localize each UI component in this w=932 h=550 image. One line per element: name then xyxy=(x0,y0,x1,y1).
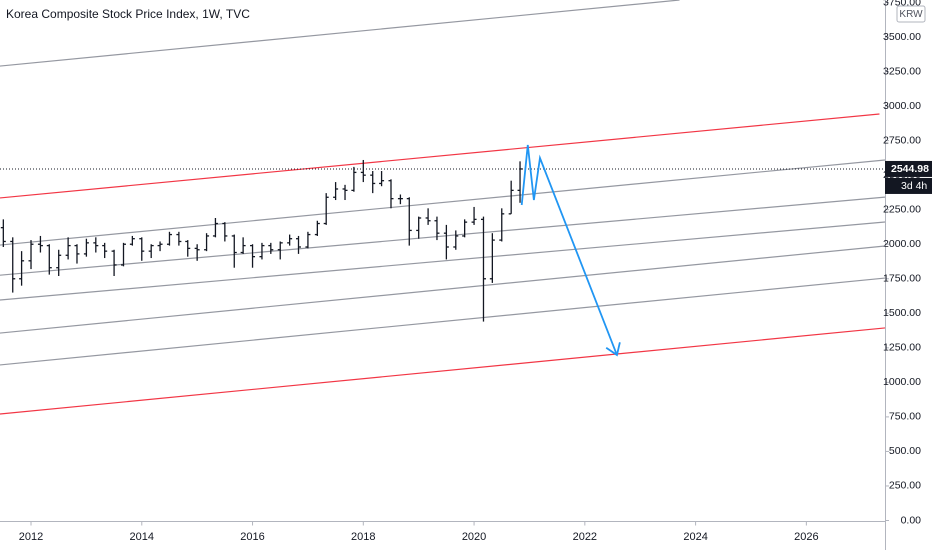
x-tick-label: 2024 xyxy=(683,531,707,543)
y-tick-label: 3000.00 xyxy=(883,100,921,112)
currency-badge[interactable] xyxy=(896,5,926,23)
countdown: 3d 4h xyxy=(901,180,927,192)
y-tick-label: 1000.00 xyxy=(883,376,921,388)
trend-line xyxy=(0,245,886,334)
x-tick-label: 2020 xyxy=(462,531,486,543)
x-tick-label: 2016 xyxy=(240,531,264,543)
trend-line xyxy=(0,196,886,276)
y-tick-label: 750.00 xyxy=(889,411,921,423)
x-tick-label: 2018 xyxy=(351,531,375,543)
y-tick-label: 0.00 xyxy=(901,514,922,526)
y-tick-label: 3750.00 xyxy=(883,0,921,8)
y-tick-label: 1750.00 xyxy=(883,273,921,285)
y-tick-label: 3250.00 xyxy=(883,65,921,77)
trend-line xyxy=(0,0,680,67)
y-tick-label: 250.00 xyxy=(889,480,921,492)
y-tick-label: 1500.00 xyxy=(883,307,921,319)
arrow-head xyxy=(605,342,621,357)
trend-line xyxy=(0,113,880,199)
y-tick-label: 2000.00 xyxy=(883,238,921,250)
y-tick-label: 1250.00 xyxy=(883,342,921,354)
x-tick-label: 2012 xyxy=(19,531,43,543)
last-price-label: 2544.98 xyxy=(891,163,929,175)
x-tick-label: 2026 xyxy=(794,531,818,543)
y-tick-label: 3500.00 xyxy=(883,31,921,43)
x-tick-label: 2022 xyxy=(573,531,597,543)
chart-title: Korea Composite Stock Price Index, 1W, T… xyxy=(6,7,250,21)
x-tick-label: 2014 xyxy=(130,531,154,543)
trend-line xyxy=(0,327,886,415)
currency: KRW xyxy=(899,9,923,20)
y-tick-label: 2250.00 xyxy=(883,203,921,215)
countdown-box xyxy=(885,177,932,194)
y-tick-label: 2750.00 xyxy=(883,134,921,146)
projection xyxy=(520,144,618,356)
last-price-box xyxy=(885,160,932,177)
y-tick-label: 500.00 xyxy=(889,445,921,457)
trend-line xyxy=(0,221,886,301)
trend-line xyxy=(0,277,886,366)
trend-line xyxy=(0,159,886,246)
